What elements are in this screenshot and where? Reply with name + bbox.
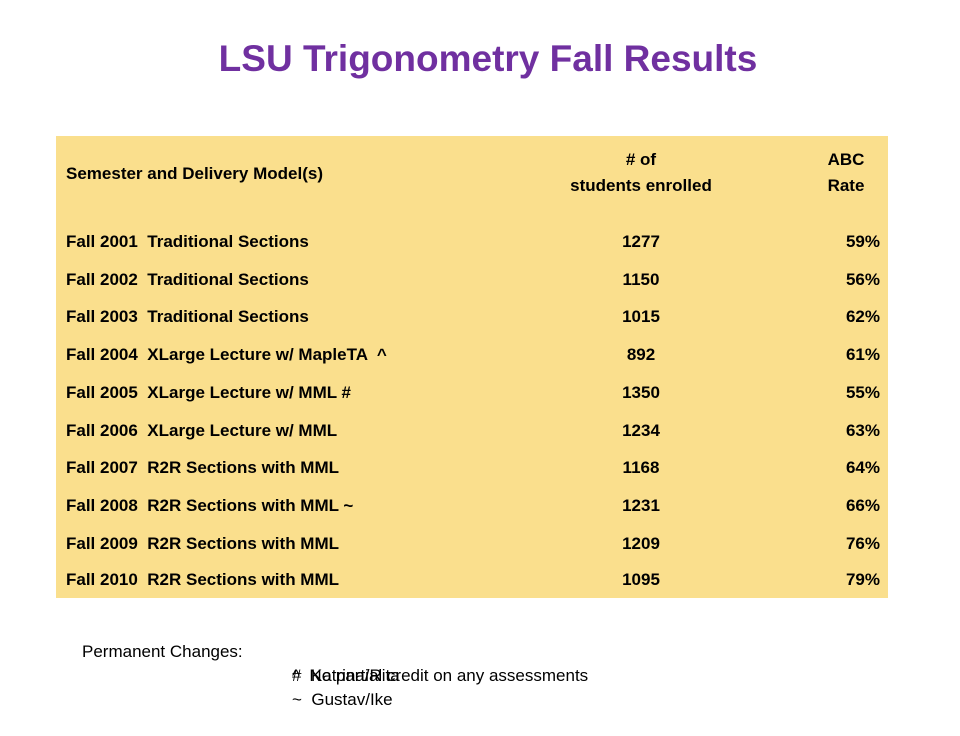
row-enrolled: 1231 — [622, 496, 660, 515]
row-abc-rate: 64% — [845, 458, 880, 477]
row-semester: Fall 2004 XLarge Lecture w/ MapleTA ^ — [66, 345, 387, 364]
row-abc-rate: 66% — [845, 496, 880, 515]
row-semester: Fall 2008 R2R Sections with MML ~ — [66, 496, 354, 515]
footnote-line: ~ Gustav/Ike — [82, 664, 393, 709]
header-abc-line1: ABC — [827, 150, 865, 169]
footnote-line: Permanent Changes: ^ No partial credit o… — [82, 616, 588, 685]
row-semester: Fall 2002 Traditional Sections — [66, 270, 309, 289]
row-abc-rate: 59% — [845, 232, 880, 251]
row-semester: Fall 2007 R2R Sections with MML — [66, 458, 340, 477]
table-row: Fall 2006 XLarge Lecture w/ MML 1234 63% — [56, 418, 888, 444]
header-semester: Semester and Delivery Model(s) — [66, 164, 323, 183]
page-title: LSU Trigonometry Fall Results — [218, 38, 758, 79]
header-enrolled-line2: students enrolled — [570, 176, 712, 195]
table-row: Fall 2007 R2R Sections with MML 1168 64% — [56, 455, 888, 481]
row-abc-rate: 55% — [845, 383, 880, 402]
row-abc-rate: 61% — [845, 345, 880, 364]
table-row: Fall 2003 Traditional Sections 1015 62% — [56, 304, 888, 330]
footnote-line: # Katrina/Rita — [82, 640, 400, 685]
header-enrolled-line1: # of — [625, 150, 657, 169]
results-table: Semester and Delivery Model(s) # of stud… — [56, 136, 888, 598]
row-enrolled: 892 — [626, 345, 656, 364]
footnote-item: # Katrina/Rita — [292, 666, 400, 685]
row-enrolled: 1277 — [622, 232, 660, 251]
row-semester: Fall 2009 R2R Sections with MML — [66, 534, 340, 553]
header-abc-rate: ABC Rate — [816, 147, 876, 199]
footnote-label: Permanent Changes: — [82, 642, 243, 661]
row-semester: Fall 2006 XLarge Lecture w/ MML — [66, 421, 338, 440]
row-semester: Fall 2010 R2R Sections with MML — [66, 570, 340, 589]
header-enrolled: # of students enrolled — [526, 147, 756, 199]
row-enrolled: 1150 — [622, 270, 660, 289]
row-enrolled: 1350 — [622, 383, 660, 402]
row-semester: Fall 2005 XLarge Lecture w/ MML # — [66, 383, 352, 402]
footnote-item: ^ No partial credit on any assessments — [292, 666, 589, 685]
row-semester: Fall 2001 Traditional Sections — [66, 232, 309, 251]
footnotes: Permanent Changes: ^ No partial credit o… — [82, 616, 588, 709]
row-semester: Fall 2003 Traditional Sections — [66, 307, 309, 326]
row-abc-rate: 76% — [845, 534, 880, 553]
table-row: Fall 2005 XLarge Lecture w/ MML # 1350 5… — [56, 380, 888, 406]
row-abc-rate: 79% — [845, 570, 880, 589]
row-enrolled: 1209 — [622, 534, 660, 553]
table-row: Fall 2002 Traditional Sections 1150 56% — [56, 267, 888, 293]
table-row: Fall 2009 R2R Sections with MML 1209 76% — [56, 531, 888, 557]
table-row: Fall 2004 XLarge Lecture w/ MapleTA ^ 89… — [56, 342, 888, 368]
header-abc-line2: Rate — [827, 176, 865, 195]
row-enrolled: 1234 — [622, 421, 660, 440]
table-row: Fall 2001 Traditional Sections 1277 59% — [56, 229, 888, 255]
table-row: Fall 2008 R2R Sections with MML ~ 1231 6… — [56, 493, 888, 519]
row-enrolled: 1168 — [622, 458, 660, 477]
row-enrolled: 1015 — [622, 307, 660, 326]
row-enrolled: 1095 — [622, 570, 660, 589]
footnote-item: ~ Gustav/Ike — [292, 690, 393, 709]
table-row: Fall 2010 R2R Sections with MML 1095 79% — [56, 567, 888, 593]
row-abc-rate: 56% — [845, 270, 880, 289]
row-abc-rate: 63% — [845, 421, 880, 440]
row-abc-rate: 62% — [845, 307, 880, 326]
